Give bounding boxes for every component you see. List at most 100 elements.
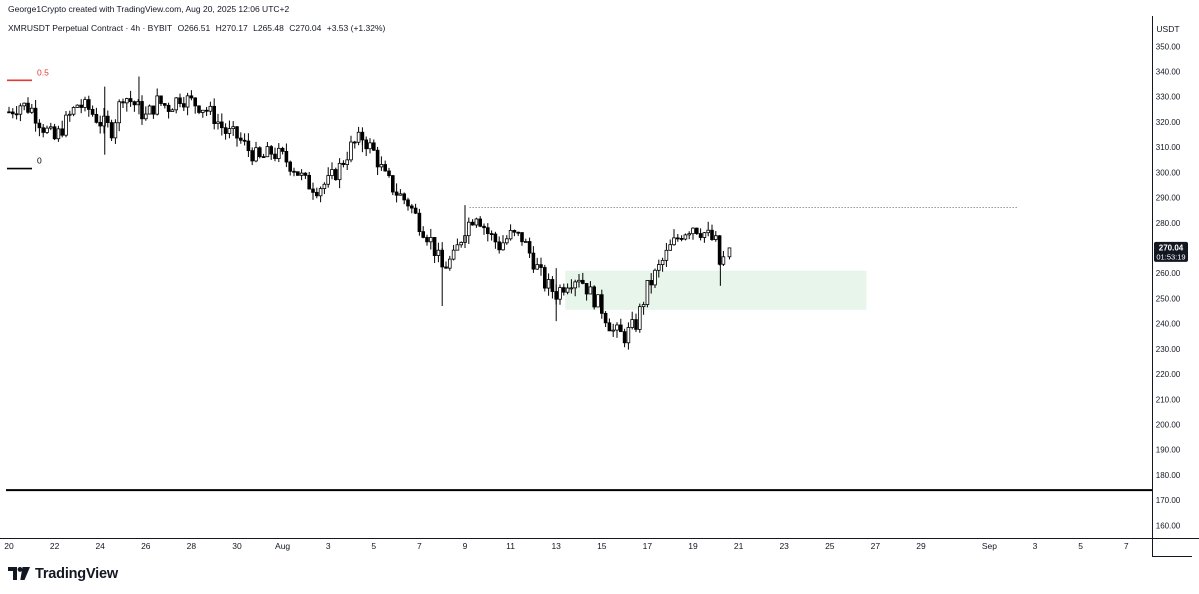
candle-body (337, 162, 342, 181)
price-tick-label: 220.00 (1156, 370, 1181, 379)
candle-body (698, 233, 703, 238)
candle-body (493, 233, 498, 243)
candle-body (706, 229, 710, 234)
price-tick-label: 170.00 (1156, 496, 1181, 505)
candle-body (273, 153, 277, 159)
candle-body (428, 237, 433, 243)
candle-body (52, 126, 57, 140)
time-tick-label: 17 (643, 541, 653, 551)
candle-body (246, 140, 251, 152)
candle-body (622, 331, 627, 344)
candle-body (162, 103, 167, 106)
time-tick-label: 30 (232, 541, 242, 551)
candle-body (102, 115, 106, 127)
candle-body (235, 126, 239, 139)
candle-body (193, 97, 198, 107)
candle-body (185, 95, 190, 108)
candle-body (436, 249, 441, 256)
candle-body (204, 109, 209, 112)
candle-body (79, 104, 84, 108)
candle-body (174, 97, 179, 111)
candle-body (394, 191, 399, 196)
candle-body (98, 121, 103, 127)
time-tick-label: 3 (1033, 541, 1038, 551)
price-tick-label: 210.00 (1156, 395, 1181, 404)
candle-body (474, 218, 479, 226)
candle-body (717, 235, 722, 265)
candle-body (113, 122, 118, 139)
candle-body (106, 115, 110, 123)
price-tick-label: 160.00 (1156, 521, 1181, 530)
candle-body (504, 238, 509, 244)
time-tick-label: Sep (982, 541, 997, 551)
candle-body (607, 322, 612, 332)
candle-body (238, 137, 243, 141)
candle-body (485, 227, 490, 234)
time-tick-label: 21 (734, 541, 744, 551)
candle-body (64, 114, 68, 136)
candle-body (588, 286, 593, 295)
currency-label: USDT (1156, 24, 1179, 34)
tradingview-icon (8, 567, 30, 580)
candle-body (326, 175, 330, 185)
symbol-title[interactable]: XMRUSDT Perpetual Contract · 4h · BYBIT (8, 23, 173, 33)
candle-body (432, 237, 437, 256)
candle-body (292, 170, 296, 173)
candle-body (333, 169, 338, 181)
price-tick-label: 280.00 (1156, 219, 1181, 228)
time-tick-label: 28 (187, 541, 197, 551)
price-tick-label: 260.00 (1156, 269, 1181, 278)
candle-body (242, 139, 247, 142)
candle-body (596, 294, 600, 308)
legend-open: O266.51 (177, 23, 211, 33)
candle-body (679, 238, 684, 240)
legend-close: C270.04 (289, 23, 322, 33)
candle-body (649, 280, 653, 286)
candle-body (269, 146, 273, 155)
candle-body (371, 142, 376, 151)
candle-body (341, 162, 346, 165)
candle-body (630, 319, 634, 328)
candle-body (660, 259, 665, 265)
candle-body (109, 122, 114, 139)
candle-body (22, 102, 26, 107)
candle-body (352, 141, 357, 144)
candle-body (497, 241, 501, 251)
candle-body (254, 147, 258, 162)
candle-body (94, 113, 99, 123)
price-tick-label: 320.00 (1156, 118, 1181, 127)
price-tick-label: 310.00 (1156, 143, 1181, 152)
fib-level-label: 0 (37, 156, 42, 166)
candle-body (136, 101, 141, 106)
candle-body (527, 241, 532, 254)
candle-body (303, 172, 308, 176)
price-tick-label: 300.00 (1156, 168, 1181, 177)
last-candle-body (727, 247, 732, 258)
candle-body (14, 113, 19, 116)
candle-body (638, 306, 642, 330)
candle-body (71, 107, 76, 115)
candle-body (147, 105, 152, 115)
candle-body (257, 147, 262, 158)
candle-body (569, 287, 574, 290)
candle-body (68, 113, 72, 116)
time-tick-label: 9 (463, 541, 468, 551)
candle-body (216, 121, 220, 124)
candle-body (87, 99, 91, 110)
price-tick-label: 190.00 (1156, 446, 1181, 455)
price-tick-label: 180.00 (1156, 471, 1181, 480)
candle-body (668, 244, 672, 251)
candle-body (634, 319, 638, 330)
time-tick-label: 29 (916, 541, 926, 551)
time-tick-label: 23 (779, 541, 789, 551)
candle-body (18, 105, 23, 115)
time-tick-label: 5 (1078, 541, 1083, 551)
candle-body (45, 127, 49, 133)
candle-body (197, 105, 201, 113)
candle-body (117, 101, 122, 124)
price-tick-label: 350.00 (1156, 42, 1181, 51)
candle-body (653, 269, 657, 286)
candle-body (398, 193, 403, 196)
candle-body (626, 327, 631, 344)
